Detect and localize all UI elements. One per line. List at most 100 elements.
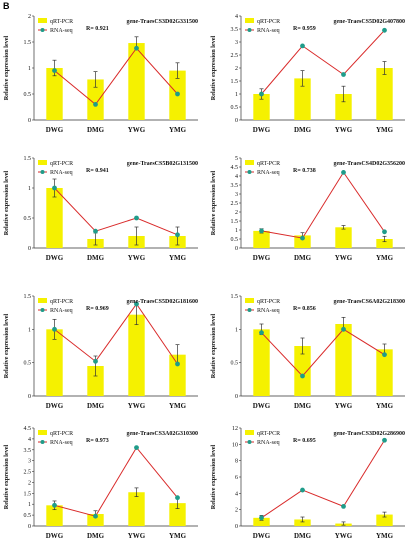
rna-seq-point-ywg [134, 45, 139, 51]
legend-label-qrt-pcr: qRT-PCR [50, 161, 73, 167]
rna-seq-point-dmg [300, 487, 305, 493]
legend-swatch-marker [247, 170, 252, 174]
rna-seq-point-ymg [382, 27, 387, 33]
legend-swatch-marker [247, 440, 252, 444]
y-tick-label: 4 [235, 174, 238, 180]
rna-seq-point-ymg [175, 361, 180, 367]
gene-name: gene-TraesCS4D02G356200 [333, 161, 405, 167]
y-tick-label: 0 [235, 118, 238, 124]
y-tick-label: 0.5 [231, 105, 239, 111]
bar-dwg [46, 505, 63, 526]
y-tick-label: 1 [28, 502, 31, 508]
y-tick-label: 1.5 [231, 79, 239, 85]
y-tick-label: 3 [28, 459, 31, 465]
gene-name: gene-TraesCS3D02G286900 [333, 431, 405, 437]
x-tick-label: DMG [87, 532, 105, 540]
bar-ymg [169, 503, 186, 526]
rna-seq-point-ywg [134, 301, 139, 307]
legend-swatch-marker [40, 308, 45, 312]
correlation-label: R= 0.973 [86, 438, 109, 444]
legend-swatch-marker [40, 170, 45, 174]
y-tick-label: 1 [28, 186, 31, 192]
y-tick-label: 6 [235, 475, 238, 481]
y-tick-label: 4.5 [231, 165, 239, 171]
legend-swatch-qrt-pcr [38, 430, 47, 435]
rna-seq-line [54, 303, 178, 365]
rna-seq-line [261, 171, 385, 239]
y-tick-label: 1.5 [231, 294, 239, 300]
legend-swatch-qrt-pcr [245, 18, 254, 23]
legend-label-qrt-pcr: qRT-PCR [257, 299, 280, 305]
chart-traescs5b02g131500: Relative expression level 0 0.5 1 1.5 DWG DMG Y… [3, 156, 198, 262]
legend-label-qrt-pcr: qRT-PCR [257, 19, 280, 25]
bar-dmg [294, 235, 311, 248]
y-tick-label: 2 [28, 480, 31, 486]
x-tick-label: DMG [87, 402, 105, 410]
bar-dmg [87, 514, 104, 526]
legend-swatch-marker [247, 308, 252, 312]
legend-swatch-qrt-pcr [38, 160, 47, 165]
rna-seq-line [54, 446, 178, 517]
rna-seq-point-ymg [382, 437, 387, 443]
y-tick-label: 2 [28, 14, 31, 20]
x-tick-label: DWG [46, 254, 64, 262]
x-tick-label: YWG [128, 254, 146, 262]
rna-seq-point-dwg [52, 185, 57, 191]
x-tick-label: YWG [335, 254, 353, 262]
correlation-label: R= 0.921 [86, 26, 109, 32]
bar-dwg [253, 230, 270, 248]
bar-dmg [294, 346, 311, 396]
x-tick-label: DMG [87, 254, 105, 262]
y-axis-label: Relative expression level [3, 170, 10, 235]
y-tick-label: 1 [28, 327, 31, 333]
y-tick-label: 4 [235, 491, 238, 497]
x-tick-label: YMG [169, 402, 187, 410]
x-tick-label: YWG [128, 532, 146, 540]
bar-dmg [87, 366, 104, 396]
y-tick-label: 1 [235, 92, 238, 98]
y-tick-label: 12 [232, 426, 238, 432]
bar-ymg [169, 354, 186, 396]
correlation-label: R= 0.941 [86, 168, 109, 174]
rna-seq-point-dmg [93, 228, 98, 234]
bar-ymg [376, 514, 393, 526]
bar-ywg [335, 227, 352, 248]
rna-seq-point-ymg [382, 352, 387, 358]
y-tick-label: 4 [28, 437, 31, 443]
rna-seq-line [54, 187, 178, 236]
legend-swatch-qrt-pcr [38, 18, 47, 23]
x-tick-label: DWG [253, 126, 271, 134]
rna-seq-point-dwg [52, 68, 57, 73]
y-tick-label: 1.5 [24, 491, 32, 497]
legend-swatch-qrt-pcr [245, 160, 254, 165]
y-tick-label: 0.5 [24, 361, 32, 367]
y-axis-label: Relative expression level [210, 35, 217, 100]
x-tick-label: YMG [169, 254, 187, 262]
panel-letter: B [3, 1, 10, 11]
chart-traescs3d02g286900: Relative expression level 0 2 4 6 8 10 12 DWG DMG… [210, 426, 405, 540]
y-tick-label: 0.5 [24, 216, 32, 222]
rna-seq-point-ywg [341, 170, 346, 175]
legend-label-qrt-pcr: qRT-PCR [257, 431, 280, 437]
y-tick-label: 0.5 [231, 237, 239, 243]
rna-seq-point-dmg [93, 358, 98, 364]
x-tick-label: DWG [253, 402, 271, 410]
bar-ywg [335, 94, 352, 120]
y-tick-label: 2 [235, 210, 238, 216]
rna-seq-point-ywg [341, 326, 346, 332]
chart-traescs3a02g310300: Relative expression level 0 0.5 1 1.5 2 2.5 3 3.… [3, 426, 198, 540]
x-tick-label: YMG [376, 402, 394, 410]
rna-seq-point-ywg [341, 72, 346, 77]
rna-seq-line [261, 328, 385, 377]
rna-seq-point-dmg [300, 43, 305, 49]
bar-dmg [87, 79, 104, 120]
legend-label-rna-seq: RNA-seq [257, 440, 280, 446]
y-axis-label: Relative expression level [3, 313, 10, 378]
legend-swatch-marker [40, 440, 45, 444]
y-tick-label: 3.5 [24, 448, 32, 454]
rna-seq-point-ymg [175, 495, 180, 501]
bar-ywg [128, 314, 145, 396]
bar-dwg [253, 517, 270, 526]
rna-seq-point-ymg [175, 232, 180, 238]
x-tick-label: DMG [294, 532, 312, 540]
